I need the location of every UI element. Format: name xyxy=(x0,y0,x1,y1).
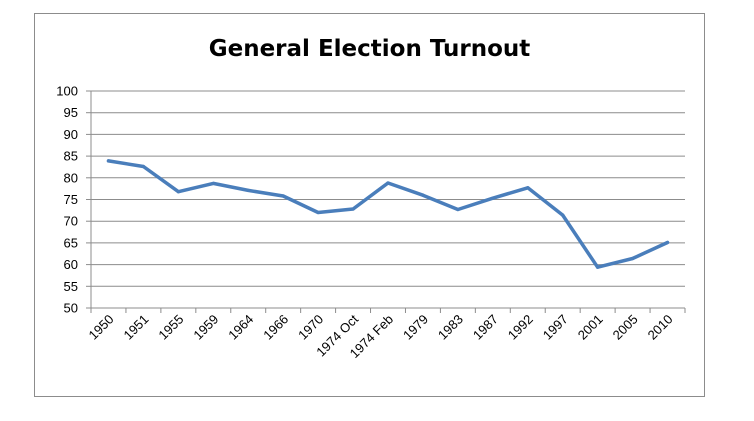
y-tick-label: 65 xyxy=(64,235,78,250)
x-tick-label: 1983 xyxy=(435,312,466,343)
x-tick-label: 1987 xyxy=(470,312,501,343)
data-point xyxy=(176,190,180,194)
x-tick-label: 1959 xyxy=(190,312,221,343)
y-tick-label: 85 xyxy=(64,149,78,164)
data-point xyxy=(596,265,600,269)
y-tick-label: 70 xyxy=(64,214,78,229)
data-point xyxy=(456,207,460,212)
data-point xyxy=(665,240,670,245)
data-point xyxy=(526,186,530,190)
y-tick-label: 60 xyxy=(64,257,78,272)
data-point xyxy=(561,213,565,217)
y-tick-label: 95 xyxy=(64,105,78,120)
x-tick-label: 1997 xyxy=(540,312,571,343)
x-tick-label: 2001 xyxy=(575,312,606,343)
data-point xyxy=(141,164,146,169)
x-tick-label: 1951 xyxy=(120,312,151,343)
data-point xyxy=(211,181,215,186)
y-tick-label: 55 xyxy=(64,279,78,294)
data-point xyxy=(281,194,285,198)
chart-title: General Election Turnout xyxy=(208,36,531,62)
x-tick-label: 1979 xyxy=(400,312,431,343)
chart-frame: General Election Turnout xyxy=(34,13,705,397)
data-point xyxy=(491,196,495,200)
series-line xyxy=(106,159,670,269)
x-tick-label: 2005 xyxy=(610,312,641,343)
data-point xyxy=(246,188,250,192)
data-point xyxy=(106,159,111,163)
x-tick-label: 1966 xyxy=(260,312,291,343)
data-point xyxy=(351,207,355,211)
data-point xyxy=(386,181,390,185)
data-point xyxy=(316,210,320,215)
x-tick-label: 2010 xyxy=(645,312,676,343)
x-tick-label: 1964 xyxy=(225,312,256,343)
x-tick-label: 1950 xyxy=(86,312,117,343)
x-tick-label: 1955 xyxy=(155,312,186,343)
y-tick-label: 80 xyxy=(64,170,78,185)
y-tick-label: 50 xyxy=(64,301,78,316)
y-tick-label: 100 xyxy=(56,84,78,99)
data-point xyxy=(630,256,635,261)
x-tick-label: 1992 xyxy=(505,312,536,343)
x-tick-label: 1970 xyxy=(295,312,326,343)
y-tick-label: 90 xyxy=(64,127,78,142)
y-tick-label: 75 xyxy=(64,192,78,207)
data-point xyxy=(421,193,425,197)
